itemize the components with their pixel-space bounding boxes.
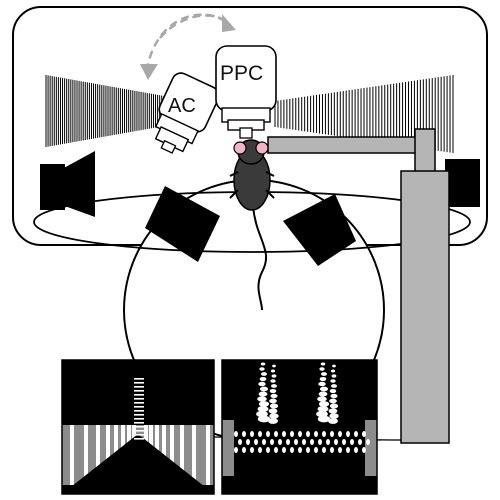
ppc-bottle [215, 45, 277, 139]
vr-screen-left [62, 360, 214, 494]
ac-bottle [154, 72, 220, 154]
ppc-label: PPC [220, 62, 263, 85]
head-fixation-stand [267, 128, 450, 444]
ac-label: AC [168, 95, 196, 117]
speaker-icon [445, 159, 480, 207]
vr-screen-right-frame [221, 359, 378, 495]
vr-screen-left-frame [61, 359, 215, 495]
mouse-icon [229, 139, 275, 311]
speaker-icon [283, 194, 356, 266]
grating-wall-left [45, 75, 171, 147]
speaker-icon [40, 151, 95, 217]
vr-screen-right [222, 360, 377, 494]
swap-arrows-icon [140, 13, 236, 80]
speaker-icon [145, 186, 220, 262]
